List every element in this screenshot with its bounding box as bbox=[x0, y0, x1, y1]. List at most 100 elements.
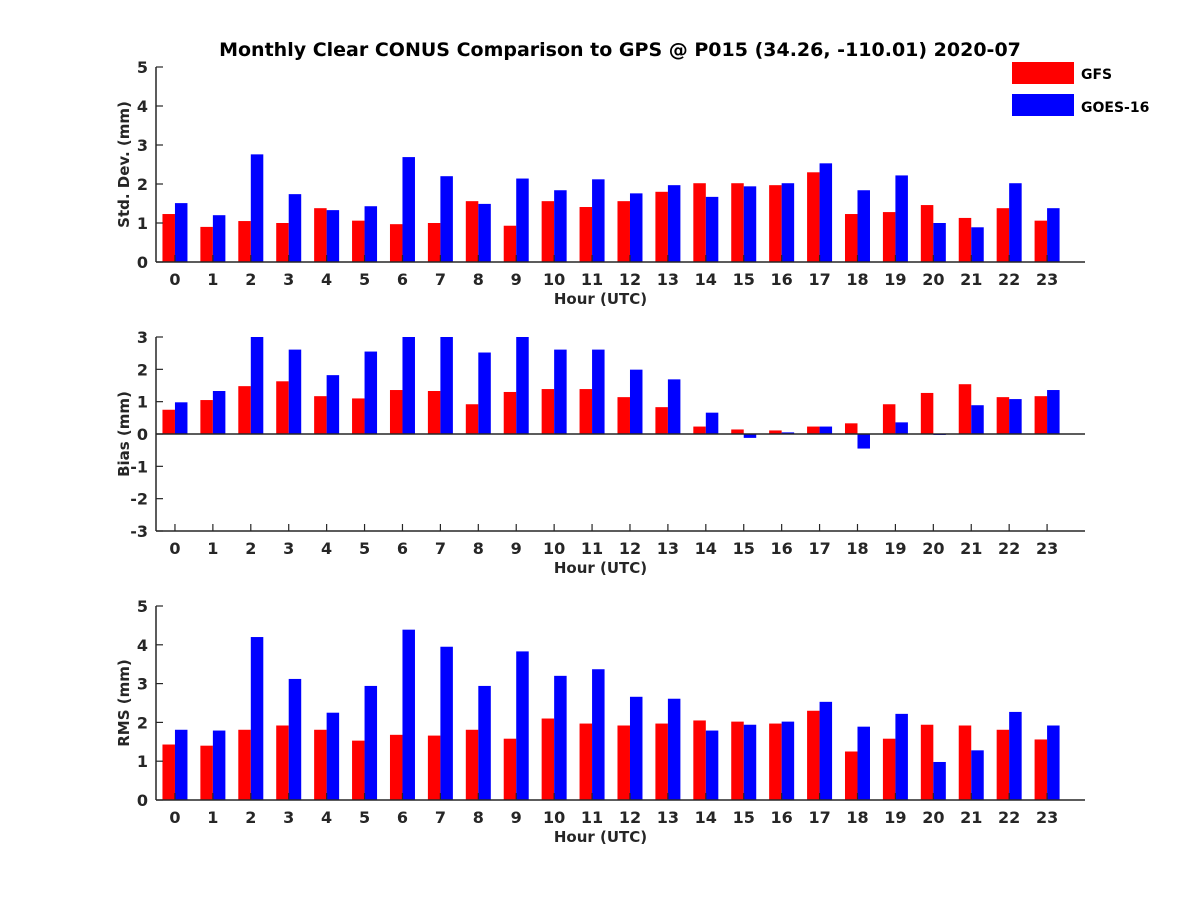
legend-swatch-goes16 bbox=[1012, 94, 1074, 116]
stddev-x-tick-label: 14 bbox=[695, 270, 717, 289]
rms-x-axis-label: Hour (UTC) bbox=[554, 828, 647, 846]
stddev-bar-goes16-h5 bbox=[364, 206, 378, 262]
stddev-bar-goes16-h6 bbox=[402, 157, 415, 262]
stddev-bar-gfs-h5 bbox=[352, 220, 365, 262]
bias-bar-goes16-h10 bbox=[554, 349, 567, 434]
bias-y-tick-label: 0 bbox=[137, 425, 148, 444]
legend-label-goes16: GOES-16 bbox=[1081, 100, 1149, 116]
stddev-x-tick-label: 18 bbox=[846, 270, 868, 289]
bias-x-tick-label: 4 bbox=[321, 539, 332, 558]
stddev-bar-gfs-h10 bbox=[541, 201, 555, 262]
stddev-bar-gfs-h9 bbox=[503, 225, 517, 262]
rms-bar-goes16-h4 bbox=[326, 712, 340, 800]
bias-bar-goes16-h23 bbox=[1047, 390, 1060, 434]
legend-label-gfs: GFS bbox=[1081, 67, 1112, 83]
rms-bar-gfs-h13 bbox=[655, 723, 668, 800]
stddev-bar-goes16-h14 bbox=[705, 196, 719, 262]
rms-bar-goes16-h6 bbox=[402, 629, 415, 800]
stddev-bar-gfs-h13 bbox=[655, 191, 668, 262]
rms-x-tick-label: 3 bbox=[283, 808, 294, 827]
bias-bar-goes16-h11 bbox=[592, 349, 605, 434]
stddev-bar-goes16-h11 bbox=[592, 179, 605, 262]
bias-bar-goes16-h4 bbox=[326, 375, 340, 434]
rms-bar-gfs-h21 bbox=[958, 725, 972, 800]
bias-x-tick-label: 21 bbox=[960, 539, 982, 558]
rms-x-tick-label: 17 bbox=[808, 808, 830, 827]
stddev-bar-goes16-h16 bbox=[781, 183, 795, 262]
stddev-bar-goes16-h3 bbox=[288, 194, 302, 262]
stddev-bar-gfs-h3 bbox=[276, 223, 289, 262]
stddev-bar-gfs-h17 bbox=[807, 172, 820, 262]
legend-swatch-gfs bbox=[1012, 62, 1074, 84]
rms-bar-gfs-h7 bbox=[427, 735, 441, 800]
stddev-y-tick-label: 4 bbox=[137, 97, 148, 116]
rms-bar-gfs-h5 bbox=[352, 740, 365, 800]
rms-bar-goes16-h8 bbox=[478, 685, 491, 800]
rms-bar-gfs-h18 bbox=[844, 751, 858, 800]
rms-bar-goes16-h23 bbox=[1047, 725, 1060, 800]
rms-x-tick-label: 4 bbox=[321, 808, 332, 827]
stddev-x-tick-label: 17 bbox=[808, 270, 830, 289]
bias-bar-gfs-h3 bbox=[276, 381, 289, 434]
rms-bar-goes16-h3 bbox=[288, 678, 302, 800]
rms-bar-goes16-h5 bbox=[364, 685, 378, 800]
bias-x-tick-label: 2 bbox=[245, 539, 256, 558]
stddev-bar-gfs-h14 bbox=[693, 183, 706, 262]
legend: GFS GOES-16 bbox=[1012, 62, 1149, 116]
bias-bar-gfs-h7 bbox=[427, 391, 441, 434]
stddev-x-tick-label: 21 bbox=[960, 270, 982, 289]
stddev-bar-goes16-h9 bbox=[516, 178, 529, 262]
bias-x-tick-label: 13 bbox=[657, 539, 679, 558]
bias-bar-goes16-h13 bbox=[667, 379, 681, 434]
rms-bar-gfs-h19 bbox=[882, 738, 896, 800]
bias-x-tick-label: 22 bbox=[998, 539, 1020, 558]
stddev-bar-goes16-h19 bbox=[895, 175, 908, 262]
bias-bar-goes16-h15 bbox=[743, 434, 757, 438]
bias-bar-gfs-h2 bbox=[238, 386, 251, 434]
rms-bar-gfs-h2 bbox=[238, 729, 251, 800]
rms-bar-gfs-h9 bbox=[503, 738, 517, 800]
stddev-x-tick-label: 11 bbox=[581, 270, 603, 289]
bias-x-tick-label: 23 bbox=[1036, 539, 1058, 558]
bias-bar-goes16-h17 bbox=[819, 426, 833, 434]
bias-x-tick-label: 20 bbox=[922, 539, 944, 558]
bias-x-tick-label: 10 bbox=[543, 539, 565, 558]
rms-y-tick-label: 3 bbox=[137, 675, 148, 694]
bias-bar-goes16-h9 bbox=[516, 337, 529, 434]
stddev-bar-goes16-h20 bbox=[933, 223, 946, 262]
stddev-bar-gfs-h6 bbox=[389, 224, 403, 262]
rms-bar-goes16-h17 bbox=[819, 701, 833, 800]
stddev-bar-goes16-h18 bbox=[857, 190, 870, 262]
stddev-x-tick-label: 5 bbox=[359, 270, 370, 289]
stddev-bar-gfs-h22 bbox=[996, 208, 1010, 262]
bias-bar-goes16-h1 bbox=[212, 391, 226, 434]
stddev-x-tick-label: 2 bbox=[245, 270, 256, 289]
bias-bar-gfs-h12 bbox=[617, 397, 630, 434]
rms-bar-gfs-h6 bbox=[389, 734, 403, 800]
bias-bar-goes16-h8 bbox=[478, 352, 491, 434]
rms-bar-goes16-h21 bbox=[971, 750, 984, 800]
rms-x-tick-label: 8 bbox=[473, 808, 484, 827]
bias-bar-gfs-h13 bbox=[655, 407, 668, 434]
stddev-bar-goes16-h10 bbox=[554, 190, 567, 262]
bias-bar-gfs-h14 bbox=[693, 426, 706, 434]
rms-x-tick-label: 22 bbox=[998, 808, 1020, 827]
bias-bar-goes16-h3 bbox=[288, 349, 302, 434]
stddev-bar-goes16-h17 bbox=[819, 163, 833, 262]
rms-x-tick-label: 6 bbox=[397, 808, 408, 827]
bias-bar-goes16-h12 bbox=[629, 369, 643, 434]
stddev-bar-goes16-h23 bbox=[1047, 208, 1060, 262]
bias-bar-gfs-h8 bbox=[465, 404, 479, 434]
rms-y-tick-label: 4 bbox=[137, 636, 148, 655]
bias-bar-gfs-h6 bbox=[389, 390, 403, 434]
stddev-bar-goes16-h7 bbox=[440, 176, 453, 262]
bias-x-tick-label: 8 bbox=[473, 539, 484, 558]
stddev-bar-goes16-h21 bbox=[971, 227, 984, 262]
stddev-x-tick-label: 6 bbox=[397, 270, 408, 289]
rms-x-tick-label: 5 bbox=[359, 808, 370, 827]
rms-x-tick-label: 16 bbox=[771, 808, 793, 827]
stddev-bar-gfs-h2 bbox=[238, 221, 251, 262]
stddev-x-axis-label: Hour (UTC) bbox=[554, 290, 647, 308]
